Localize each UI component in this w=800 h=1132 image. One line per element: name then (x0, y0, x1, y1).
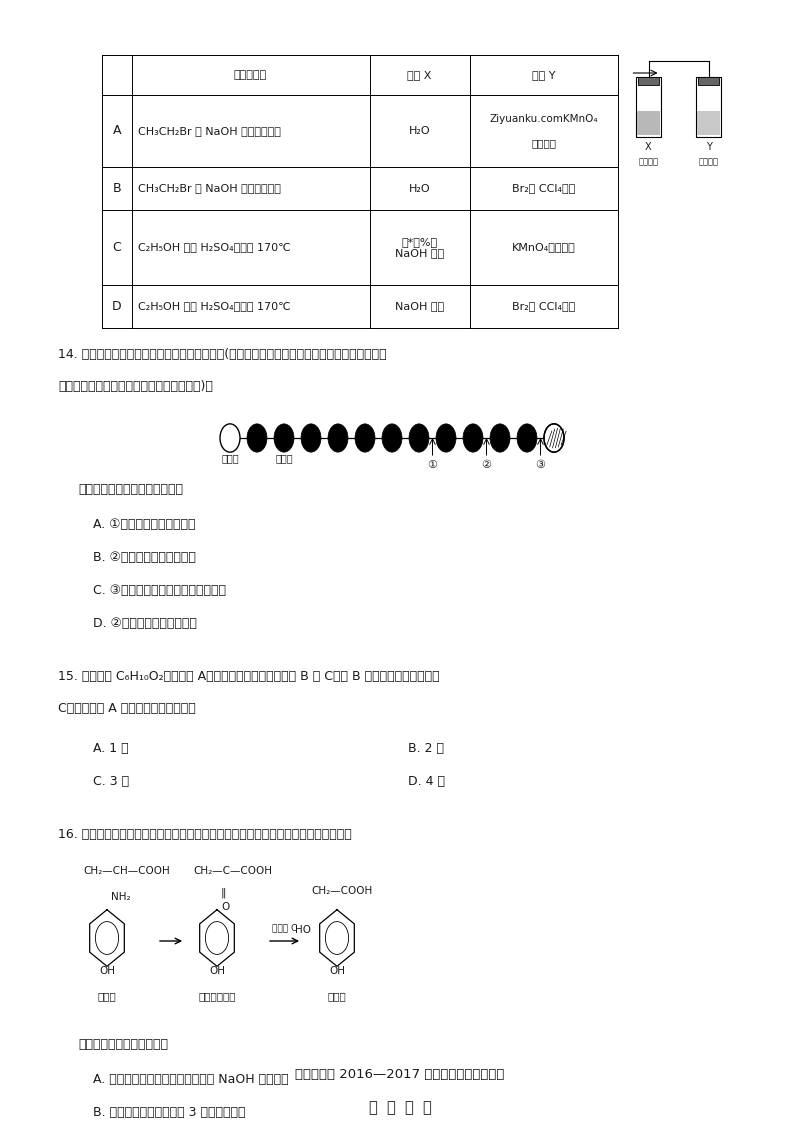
Circle shape (274, 423, 294, 452)
Text: D. ②处的化学键是碳碳单键: D. ②处的化学键是碳碳单键 (93, 617, 197, 631)
Text: Br₂的 CCl₄溶液: Br₂的 CCl₄溶液 (512, 183, 575, 194)
Text: 云天化中学 2016—2017 学年上学期期中考试卷: 云天化中学 2016—2017 学年上学期期中考试卷 (295, 1067, 505, 1081)
Text: NaOH 溶液: NaOH 溶液 (395, 301, 444, 311)
Text: 检验装置: 检验装置 (698, 157, 718, 166)
Text: A. ①处的化学键是碳碳双键: A. ①处的化学键是碳碳双键 (93, 518, 195, 531)
Bar (638, 77, 659, 85)
Circle shape (247, 423, 267, 452)
Text: NH₂: NH₂ (111, 892, 130, 902)
Text: OH: OH (209, 966, 225, 976)
Text: 高  二  化  学: 高 二 化 学 (369, 1100, 431, 1115)
Text: Br₂的 CCl₄溶液: Br₂的 CCl₄溶液 (512, 301, 575, 311)
Text: CH₃CH₂Br 与 NaOH 乙醇溶液共热: CH₃CH₂Br 与 NaOH 乙醇溶液共热 (138, 183, 282, 194)
Text: 试剂 Y: 试剂 Y (532, 70, 555, 80)
Text: ①: ① (427, 460, 438, 470)
Text: X: X (645, 142, 652, 152)
Text: C₂H₅OH 与浓 H₂SO₄加热至 170℃: C₂H₅OH 与浓 H₂SO₄加热至 170℃ (138, 242, 291, 252)
Bar (697, 111, 720, 135)
Text: C₂H₅OH 与浓 H₂SO₄加热至 170℃: C₂H₅OH 与浓 H₂SO₄加热至 170℃ (138, 301, 291, 311)
Bar (636, 77, 661, 137)
Text: CH₂—C—COOH: CH₂—C—COOH (193, 866, 272, 876)
Text: 下列说法错误的是（　　）: 下列说法错误的是（ ） (78, 1038, 168, 1050)
Circle shape (382, 423, 402, 452)
Text: O: O (221, 902, 230, 912)
Text: OH: OH (99, 966, 115, 976)
Text: HO: HO (295, 925, 311, 935)
Text: B. 对羟苯丙酮酸分子中有 3 种含氧官能团: B. 对羟苯丙酮酸分子中有 3 种含氧官能团 (93, 1106, 246, 1120)
Text: C. 3 种: C. 3 种 (93, 775, 129, 788)
Text: CH₂—CH—COOH: CH₂—CH—COOH (83, 866, 170, 876)
Text: Ziyuanku.comKMnO₄: Ziyuanku.comKMnO₄ (489, 114, 598, 125)
Text: 对羟苯丙酮酸: 对羟苯丙酮酸 (198, 990, 236, 1001)
Text: 氢原子: 氢原子 (221, 453, 239, 463)
Text: B: B (113, 182, 121, 195)
Text: C。则有机物 A 可能的结构有（　　）: C。则有机物 A 可能的结构有（ ） (58, 702, 196, 715)
Text: B. ②处的化学键是碳碳三键: B. ②处的化学键是碳碳三键 (93, 551, 196, 564)
Text: CH₂—COOH: CH₂—COOH (311, 886, 372, 897)
Text: D. 4 种: D. 4 种 (408, 775, 445, 788)
Bar (698, 77, 719, 85)
Text: H₂O: H₂O (409, 183, 430, 194)
Text: 试剂 X: 试剂 X (407, 70, 432, 80)
Text: ②: ② (482, 460, 491, 470)
Text: D: D (112, 300, 122, 314)
Text: ③: ③ (535, 460, 546, 470)
Text: C. ③处的原子可能是氯原子或氟原子: C. ③处的原子可能是氯原子或氟原子 (93, 584, 226, 597)
Text: A: A (113, 125, 121, 137)
Circle shape (355, 423, 375, 452)
Text: 16. 尿黑酸症是由酰氨酸在人体内非正常代谢而产生的一种遗传病。其转化过程如下：: 16. 尿黑酸症是由酰氨酸在人体内非正常代谢而产生的一种遗传病。其转化过程如下： (58, 827, 352, 841)
Text: 尿黑酸: 尿黑酸 (328, 990, 346, 1001)
Text: 键、三键等，不同花纹的球表示不同的原子)。: 键、三键等，不同花纹的球表示不同的原子)。 (58, 380, 213, 393)
Text: 乙烯的制备: 乙烯的制备 (234, 70, 267, 80)
Text: 酰氨酸: 酰氨酸 (98, 990, 116, 1001)
Text: B. 2 种: B. 2 种 (408, 741, 444, 755)
Text: CH₃CH₂Br 与 NaOH 乙醇溶液共热: CH₃CH₂Br 与 NaOH 乙醇溶液共热 (138, 126, 282, 136)
Text: 15. 分子式为 C₆H₁₀O₂的有机物 A，能在酸性条件下水解生成 B 和 C，且 B 在一定条件下能转化成: 15. 分子式为 C₆H₁₀O₂的有机物 A，能在酸性条件下水解生成 B 和 C… (58, 670, 440, 683)
Text: Y: Y (706, 142, 711, 152)
Circle shape (463, 423, 483, 452)
Text: OH: OH (329, 966, 345, 976)
Text: C: C (112, 241, 121, 254)
Circle shape (517, 423, 537, 452)
Text: 资*源%库
NaOH 溶液: 资*源%库 NaOH 溶液 (395, 237, 444, 258)
Circle shape (328, 423, 348, 452)
Circle shape (436, 423, 456, 452)
Circle shape (409, 423, 429, 452)
Circle shape (490, 423, 510, 452)
Text: 除杂装置: 除杂装置 (638, 157, 658, 166)
Text: 酸性溶液: 酸性溶液 (531, 138, 556, 148)
Text: ‖: ‖ (221, 887, 226, 899)
Text: KMnO₄酸性溶液: KMnO₄酸性溶液 (512, 242, 575, 252)
Text: A. 酰氨酸既能与盐酸反应，又能与 NaOH 溶液反应: A. 酰氨酸既能与盐酸反应，又能与 NaOH 溶液反应 (93, 1073, 289, 1086)
Text: A. 1 种: A. 1 种 (93, 741, 129, 755)
Text: 维生素 C: 维生素 C (272, 923, 297, 932)
Text: 对该物质判断正确的是（　　）: 对该物质判断正确的是（ ） (78, 483, 183, 496)
Text: H₂O: H₂O (409, 126, 430, 136)
Text: 碳原子: 碳原子 (275, 453, 293, 463)
Text: 14. 有一种星际分子，其分子结构模型如图所示(图中球与球之间的连线代表化学键，如单键、双: 14. 有一种星际分子，其分子结构模型如图所示(图中球与球之间的连线代表化学键，… (58, 348, 386, 361)
Circle shape (220, 423, 240, 452)
Bar (696, 77, 721, 137)
Bar (637, 111, 660, 135)
Circle shape (301, 423, 321, 452)
Circle shape (544, 423, 564, 452)
